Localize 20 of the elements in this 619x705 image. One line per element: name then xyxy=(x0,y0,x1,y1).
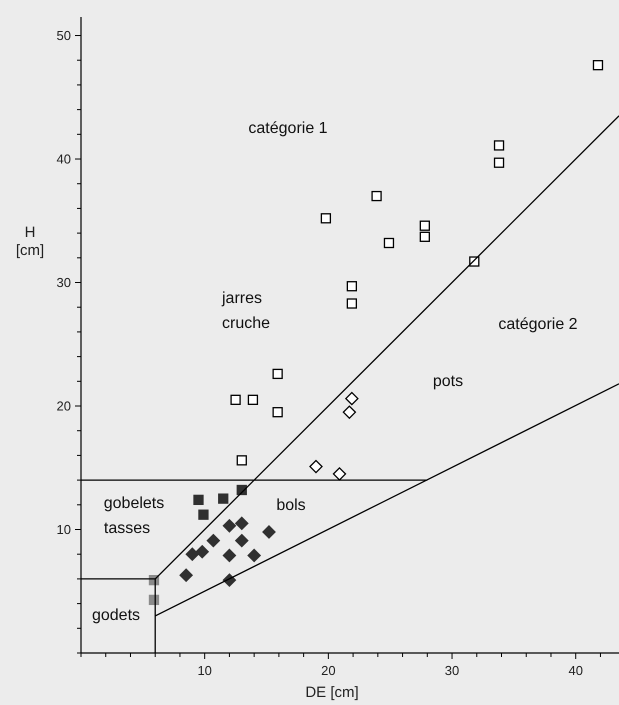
annotation: gobelets xyxy=(104,495,164,512)
x-axis-title: DE [cm] xyxy=(305,684,359,701)
x-tick-label: 40 xyxy=(568,663,583,678)
annotation: godets xyxy=(92,607,140,624)
y-tick-label: 40 xyxy=(56,152,71,167)
annotation: catégorie 1 xyxy=(248,120,328,137)
y-tick-label: 10 xyxy=(56,522,71,538)
y-tick-label: 20 xyxy=(56,398,71,414)
annotation: bols xyxy=(276,497,306,514)
x-tick-label: 20 xyxy=(321,663,336,678)
x-tick-label: 30 xyxy=(444,663,460,678)
annotation: pots xyxy=(432,373,464,390)
y-axis-title: H [cm] xyxy=(16,224,44,259)
annotation: cruche xyxy=(222,315,270,332)
y-tick-label: 50 xyxy=(56,28,71,44)
annotation: tasses xyxy=(104,520,150,537)
y-tick-label: 30 xyxy=(56,275,71,290)
annotation: jarres xyxy=(220,290,262,307)
annotation: catégorie 2 xyxy=(498,316,578,333)
x-tick-label: 10 xyxy=(197,663,212,678)
